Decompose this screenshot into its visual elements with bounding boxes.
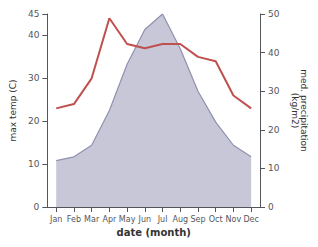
svg-text:30: 30 — [28, 73, 40, 83]
svg-text:30: 30 — [268, 86, 280, 96]
svg-text:40: 40 — [268, 48, 280, 58]
svg-text:date (month): date (month) — [116, 227, 190, 238]
svg-text:20: 20 — [28, 116, 40, 126]
svg-text:Apr: Apr — [102, 215, 117, 224]
svg-text:Jun: Jun — [138, 215, 152, 224]
svg-text:Jan: Jan — [49, 215, 62, 224]
svg-text:Aug: Aug — [172, 215, 188, 224]
svg-text:20: 20 — [268, 125, 280, 135]
svg-text:0: 0 — [268, 202, 274, 212]
svg-text:50: 50 — [268, 9, 280, 19]
svg-text:Jul: Jul — [157, 215, 168, 224]
svg-text:May: May — [119, 215, 136, 224]
svg-text:Mar: Mar — [84, 215, 100, 224]
svg-text:10: 10 — [28, 159, 40, 169]
svg-text:10: 10 — [268, 163, 280, 173]
svg-text:Dec: Dec — [243, 215, 258, 224]
svg-text:40: 40 — [28, 30, 40, 40]
svg-text:Feb: Feb — [67, 215, 81, 224]
svg-text:Nov: Nov — [226, 215, 242, 224]
svg-text:(kg/m2): (kg/m2) — [290, 93, 300, 128]
svg-text:max temp (C): max temp (C) — [8, 79, 18, 141]
svg-text:med. precipitation: med. precipitation — [298, 69, 309, 152]
svg-text:Sep: Sep — [190, 215, 205, 224]
svg-text:Oct: Oct — [209, 215, 223, 224]
svg-text:45: 45 — [28, 9, 39, 19]
svg-text:0: 0 — [34, 202, 40, 212]
